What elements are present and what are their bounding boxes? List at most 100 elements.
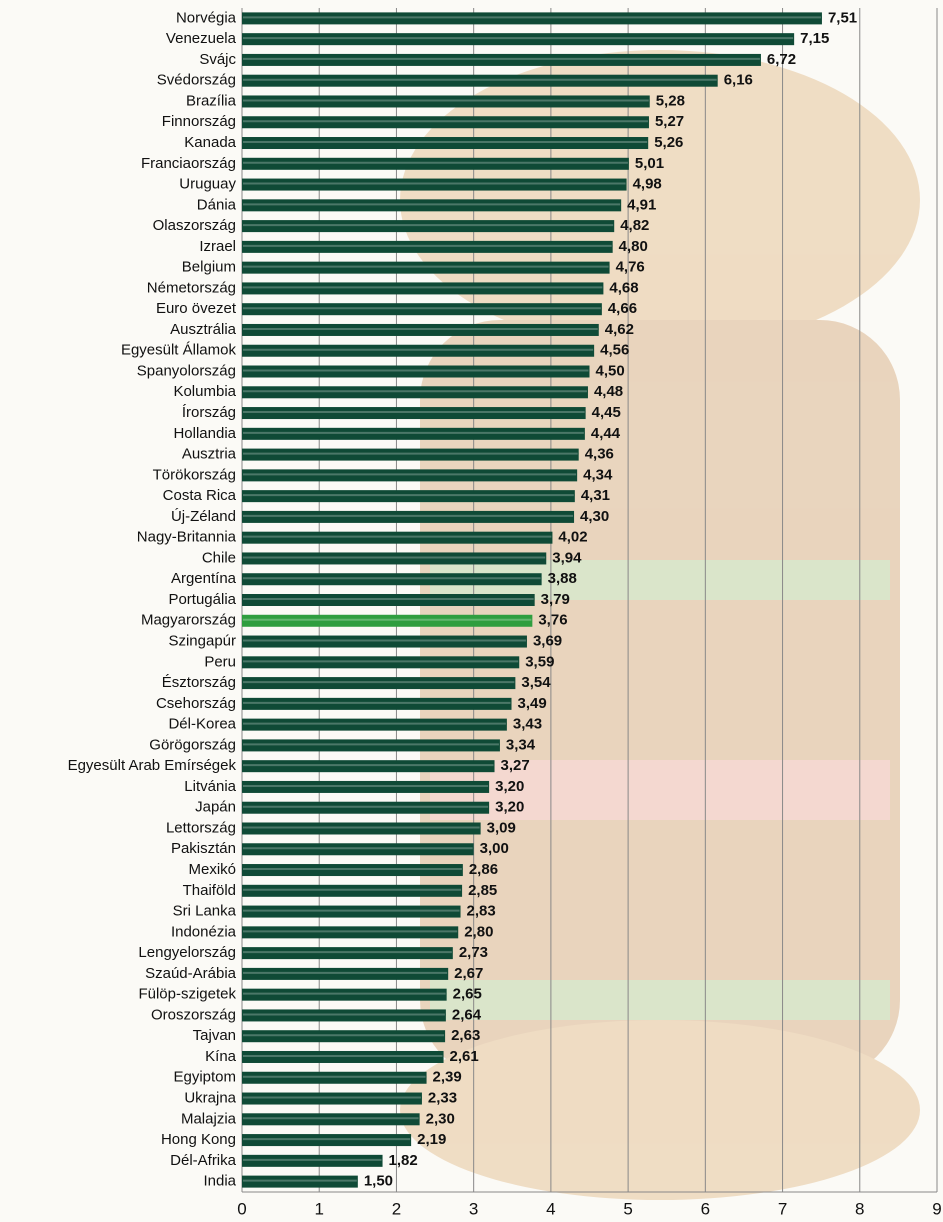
y-tick-label: Csehország xyxy=(156,695,236,712)
bar xyxy=(242,1154,383,1167)
y-tick-label: Oroszország xyxy=(151,1006,236,1023)
bar xyxy=(242,1009,446,1022)
y-tick-label: Litvánia xyxy=(184,778,236,795)
bar xyxy=(242,137,649,150)
value-label: 2,73 xyxy=(459,944,488,961)
value-label: 6,16 xyxy=(724,72,753,89)
bar xyxy=(242,1050,444,1063)
bar xyxy=(242,656,520,669)
y-tick-label: Dánia xyxy=(197,196,237,213)
bar xyxy=(242,199,622,212)
bar xyxy=(242,1175,358,1188)
y-tick-label: Japán xyxy=(195,799,236,816)
y-tick-label: Thaiföld xyxy=(183,882,236,899)
value-label: 4,48 xyxy=(594,383,623,400)
value-label: 4,80 xyxy=(619,238,648,255)
bar xyxy=(242,884,463,897)
bar xyxy=(242,12,822,25)
value-label: 3,34 xyxy=(506,736,536,753)
value-label: 2,85 xyxy=(468,882,497,899)
x-tick-label: 2 xyxy=(392,1199,401,1218)
y-tick-label: Norvégia xyxy=(176,9,237,26)
value-label: 4,98 xyxy=(633,176,662,193)
value-label: 5,01 xyxy=(635,155,664,172)
y-tick-label: Olaszország xyxy=(153,217,236,234)
y-tick-label: Spanyolország xyxy=(137,362,236,379)
value-label: 3,27 xyxy=(501,757,530,774)
y-tick-label: Írország xyxy=(182,404,236,421)
bar xyxy=(242,344,595,357)
bar xyxy=(242,718,507,731)
y-tick-label: Új-Zéland xyxy=(171,508,236,525)
bar xyxy=(242,157,629,170)
bar xyxy=(242,116,649,129)
value-label: 2,64 xyxy=(452,1006,482,1023)
value-label: 2,19 xyxy=(417,1131,446,1148)
value-label: 3,79 xyxy=(541,591,570,608)
y-tick-label: Uruguay xyxy=(179,176,236,193)
value-label: 1,82 xyxy=(389,1152,418,1169)
y-tick-label: Izrael xyxy=(199,238,236,255)
y-tick-label: Malajzia xyxy=(181,1110,237,1127)
y-tick-label: India xyxy=(203,1173,236,1190)
bar xyxy=(242,552,547,565)
y-tick-label: Németország xyxy=(147,279,236,296)
y-tick-label: Venezuela xyxy=(166,30,237,47)
y-tick-label: Kolumbia xyxy=(173,383,236,400)
y-tick-label: Egyesült Arab Emírségek xyxy=(68,757,237,774)
y-tick-label: Görögország xyxy=(149,736,236,753)
bar xyxy=(242,490,575,503)
bar xyxy=(242,1113,420,1126)
bar xyxy=(242,905,461,918)
y-tick-label: Hollandia xyxy=(173,425,236,442)
value-label: 2,63 xyxy=(451,1027,480,1044)
x-tick-label: 3 xyxy=(469,1199,478,1218)
value-label: 4,50 xyxy=(596,362,625,379)
value-label: 4,02 xyxy=(558,529,587,546)
value-label: 3,59 xyxy=(525,653,554,670)
bar xyxy=(242,53,761,66)
y-tick-label: Kína xyxy=(205,1048,237,1065)
y-tick-label: Peru xyxy=(204,653,236,670)
bar xyxy=(242,407,586,420)
bar xyxy=(242,635,527,648)
value-label: 4,34 xyxy=(583,466,613,483)
value-label: 3,76 xyxy=(538,612,567,629)
value-label: 4,82 xyxy=(620,217,649,234)
value-label: 4,62 xyxy=(605,321,634,338)
bar xyxy=(242,510,575,523)
bar xyxy=(242,1030,446,1043)
bar xyxy=(242,739,500,752)
y-tick-label: Costa Rica xyxy=(163,487,237,504)
value-label: 3,69 xyxy=(533,633,562,650)
y-tick-label: Belgium xyxy=(182,259,236,276)
x-tick-label: 4 xyxy=(546,1199,555,1218)
y-tick-label: Chile xyxy=(202,549,236,566)
y-tick-label: Hong Kong xyxy=(161,1131,236,1148)
y-tick-label: Indonézia xyxy=(171,923,237,940)
x-tick-label: 1 xyxy=(314,1199,323,1218)
bar xyxy=(242,386,588,399)
bar xyxy=(242,1071,427,1084)
value-label: 3,00 xyxy=(480,840,509,857)
y-tick-label: Sri Lanka xyxy=(173,903,237,920)
value-label: 4,66 xyxy=(608,300,637,317)
y-tick-label: Ausztria xyxy=(182,446,237,463)
x-tick-label: 8 xyxy=(855,1199,864,1218)
bar xyxy=(242,531,553,544)
bar xyxy=(242,843,474,856)
y-tick-label: Szingapúr xyxy=(168,633,236,650)
y-tick-label: Brazília xyxy=(186,92,237,109)
bar xyxy=(242,926,459,939)
bar xyxy=(242,33,795,46)
bar xyxy=(242,594,535,606)
y-tick-label: Törökország xyxy=(153,466,236,483)
bar xyxy=(242,240,613,253)
x-tick-label: 5 xyxy=(623,1199,632,1218)
y-tick-label: Ukrajna xyxy=(184,1089,236,1106)
value-label: 2,80 xyxy=(464,923,493,940)
bar xyxy=(242,697,512,710)
bar xyxy=(242,365,590,378)
value-label: 2,67 xyxy=(454,965,483,982)
